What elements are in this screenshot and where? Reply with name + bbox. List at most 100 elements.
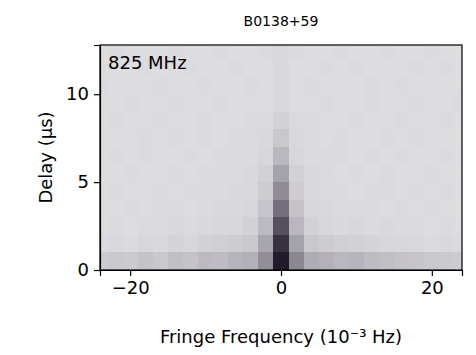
heatmap-cell	[183, 129, 198, 147]
heatmap-cell	[213, 94, 228, 112]
heatmap-cell	[153, 129, 168, 147]
heatmap-cell	[258, 59, 273, 77]
heatmap-cell	[409, 235, 424, 253]
heatmap-cell	[228, 45, 243, 59]
heatmap-cell	[319, 235, 334, 253]
heatmap-cell	[454, 182, 462, 200]
y-tick-label: 5	[78, 171, 89, 192]
heatmap-cell	[289, 217, 304, 235]
heatmap-cell	[424, 217, 439, 235]
heatmap-cell	[424, 112, 439, 130]
y-axis-line	[94, 46, 101, 271]
heatmap-cell	[153, 94, 168, 112]
heatmap-cell	[108, 217, 123, 235]
heatmap-cell	[243, 200, 258, 218]
x-tick-mark	[130, 270, 131, 276]
heatmap-cell	[258, 129, 273, 147]
heatmap-cell	[108, 200, 123, 218]
heatmap-cell	[349, 217, 364, 235]
y-tick-mark	[94, 94, 100, 95]
heatmap-cell	[153, 252, 168, 270]
heatmap-cell	[439, 165, 454, 183]
heatmap-cell	[379, 77, 394, 95]
heatmap-cell	[409, 165, 424, 183]
heatmap-cell	[243, 129, 258, 147]
heatmap-cell	[183, 252, 198, 270]
x-tick: 0	[276, 270, 287, 298]
heatmap-cell	[289, 165, 304, 183]
heatmap-cell	[319, 217, 334, 235]
heatmap-cell	[168, 112, 183, 130]
heatmap-cell	[424, 235, 439, 253]
heatmap-cell	[334, 182, 349, 200]
heatmap-cell	[100, 94, 108, 112]
heatmap-cell	[394, 45, 409, 59]
heatmap-cell	[198, 200, 213, 218]
heatmap-cell	[168, 200, 183, 218]
heatmap-cell	[198, 147, 213, 165]
heatmap-cell	[454, 45, 462, 59]
heatmap-cell	[228, 165, 243, 183]
heatmap-cell	[153, 77, 168, 95]
heatmap-cell	[228, 94, 243, 112]
heatmap-cell	[138, 94, 153, 112]
heatmap-cell	[379, 252, 394, 270]
heatmap-cell	[183, 200, 198, 218]
heatmap-cell	[258, 235, 273, 253]
heatmap-cell	[100, 217, 108, 235]
heatmap-cell	[379, 59, 394, 77]
heatmap-cell	[123, 165, 138, 183]
x-tick-label: 20	[421, 277, 444, 298]
heatmap-cell	[319, 252, 334, 270]
heatmap-cell	[228, 252, 243, 270]
heatmap-cell	[454, 94, 462, 112]
heatmap-cell	[439, 94, 454, 112]
heatmap-cell	[379, 45, 394, 59]
chart: −200200510825 MHzB0138+59Fringe Frequenc…	[0, 0, 476, 355]
heatmap-cell	[319, 59, 334, 77]
heatmap-cell	[123, 147, 138, 165]
x-axis: −20020	[101, 270, 463, 298]
heatmap-cell	[349, 77, 364, 95]
heatmap-cell	[168, 94, 183, 112]
heatmap-cell	[228, 129, 243, 147]
heatmap-cell	[439, 235, 454, 253]
heatmap-cell	[243, 59, 258, 77]
heatmap-cell	[454, 147, 462, 165]
heatmap-cell	[258, 217, 273, 235]
heatmap-cell	[349, 59, 364, 77]
heatmap-cell	[243, 77, 258, 95]
x-tick-mark	[432, 270, 433, 276]
y-tick: 5	[78, 171, 100, 192]
heatmap-cell	[108, 182, 123, 200]
heatmap-cell	[409, 217, 424, 235]
heatmap-cell	[454, 235, 462, 253]
heatmap-cell	[304, 200, 319, 218]
x-tick: 20	[421, 270, 444, 298]
heatmap-cell	[213, 77, 228, 95]
y-axis-title: Delay (μs)	[35, 111, 56, 203]
heatmap-cell	[168, 147, 183, 165]
heatmap-cell	[243, 235, 258, 253]
heatmap-cell	[273, 112, 288, 130]
heatmap-cell	[273, 45, 288, 59]
heatmap-cell	[394, 77, 409, 95]
heatmap-cell	[349, 165, 364, 183]
y-tick: 0	[78, 259, 100, 280]
heatmap-cell	[198, 165, 213, 183]
heatmap-cell	[138, 182, 153, 200]
heatmap-cell	[138, 165, 153, 183]
heatmap-cell	[138, 217, 153, 235]
heatmap-cell	[289, 112, 304, 130]
heatmap-cell	[198, 59, 213, 77]
heatmap-cell	[379, 217, 394, 235]
heatmap-cell	[243, 217, 258, 235]
heatmap-cell	[273, 77, 288, 95]
heatmap-cell	[349, 129, 364, 147]
heatmap-cell	[228, 217, 243, 235]
heatmap-cell	[168, 182, 183, 200]
heatmap-cell	[379, 112, 394, 130]
heatmap-cell	[304, 182, 319, 200]
heatmap-cell	[409, 77, 424, 95]
heatmap-cell	[198, 94, 213, 112]
